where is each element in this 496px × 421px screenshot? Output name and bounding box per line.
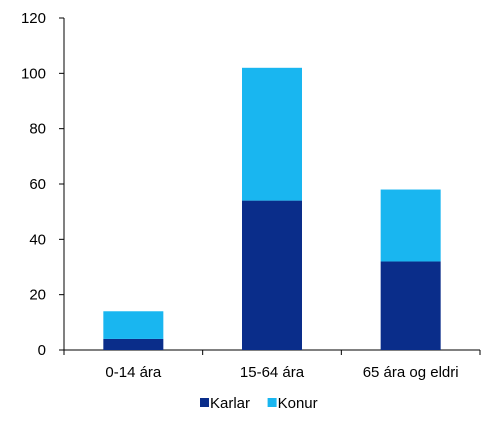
x-tick-label: 0-14 ára [105, 364, 162, 381]
legend-swatch [200, 398, 209, 407]
x-tick-label: 65 ára og eldri [363, 364, 459, 381]
bar-segment-0 [103, 338, 164, 350]
bar-segment-1 [242, 67, 302, 201]
y-axis: 0 20 40 60 80 100 120 [21, 10, 65, 359]
legend-label: Konur [278, 395, 318, 412]
bars [103, 67, 441, 350]
bar-segment-0 [380, 261, 441, 350]
bar-segment-0 [242, 200, 302, 350]
legend-label: Karlar [210, 395, 250, 412]
y-tick-label: 80 [29, 121, 46, 138]
y-tick-label: 0 [38, 342, 46, 359]
y-tick-label: 20 [29, 287, 46, 304]
bar-segment-1 [380, 189, 441, 262]
y-tick-label: 60 [29, 176, 46, 193]
y-tick-label: 120 [21, 10, 46, 27]
legend: Karlar Konur [200, 395, 318, 412]
y-tick-label: 40 [29, 231, 46, 248]
x-tick-label: 15-64 ára [240, 364, 305, 381]
x-axis: 0-14 ára 15-64 ára 65 ára og eldri [63, 349, 481, 381]
bar-segment-1 [103, 311, 164, 339]
legend-swatch [267, 398, 277, 407]
y-tick-label: 100 [21, 65, 46, 82]
